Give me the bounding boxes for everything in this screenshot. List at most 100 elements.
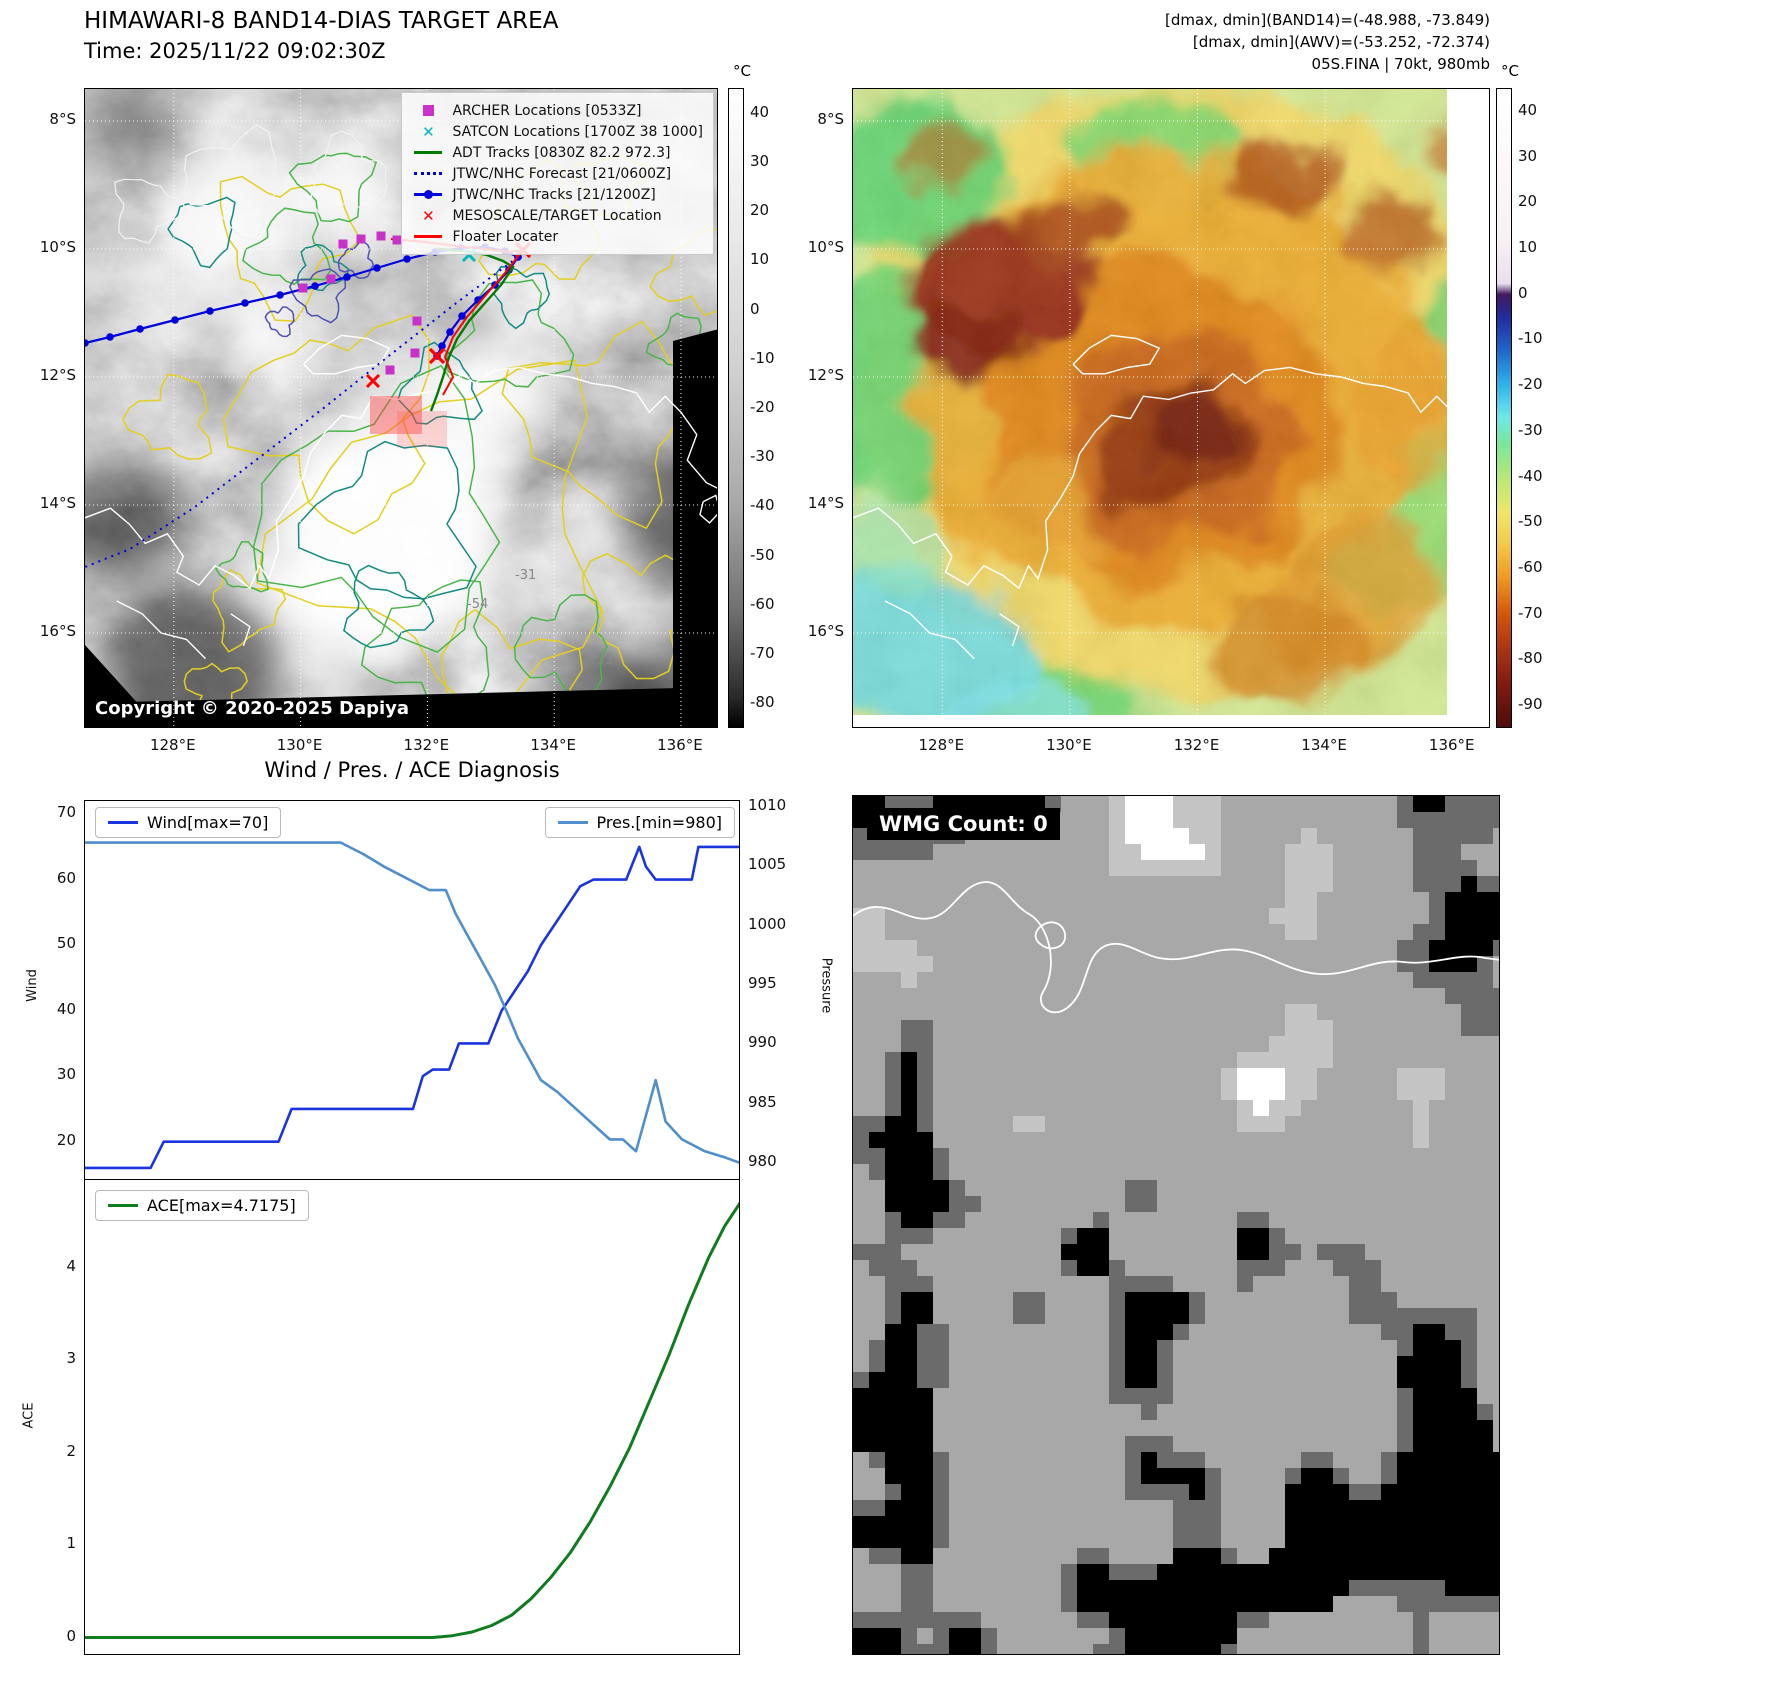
y-tick-label: 14°S (807, 494, 844, 512)
colorbar-tick-label: -10 (1518, 329, 1543, 348)
contours-navy (264, 241, 375, 338)
y-tick-label: 8°S (817, 110, 844, 128)
x-marker-icon: ✕ (422, 122, 435, 141)
pressure-tick-label: 995 (748, 974, 777, 993)
pressure-axis-label: Pressure (818, 957, 834, 1014)
ace-tick-label: 2 (66, 1441, 76, 1460)
ace-line (85, 1201, 739, 1639)
pressure-tick-label: 990 (748, 1033, 777, 1052)
legend-item: JTWC/NHC Forecast [21/0600Z] (412, 163, 703, 184)
legend-item: ADT Tracks [0830Z 82.2 972.3] (412, 142, 703, 163)
awv-satellite-image (853, 89, 1489, 727)
line-marker-icon (412, 235, 444, 238)
legend-label: ARCHER Locations [0533Z] (452, 102, 642, 119)
legend-label: ADT Tracks [0830Z 82.2 972.3] (452, 144, 671, 161)
y-tick-label: 12°S (39, 366, 76, 384)
ace-chart (84, 1179, 740, 1655)
coastline (85, 334, 717, 660)
archer-markers (298, 231, 422, 375)
legend-item: ✕ SATCON Locations [1700Z 38 1000] (412, 121, 703, 142)
legend-label: SATCON Locations [1700Z 38 1000] (452, 123, 703, 140)
colorbar-tick-label: 30 (1518, 146, 1538, 165)
ace-tick-label: 0 (66, 1626, 76, 1645)
wind-tick-label: 20 (56, 1130, 76, 1149)
x-tick-label: 130°E (276, 736, 323, 754)
swath-edge (673, 329, 717, 727)
pressure-tick-label: 1010 (748, 795, 787, 814)
wind-tick-label: 50 (56, 934, 76, 953)
tr-header-block: [dmax, dmin](BAND14)=(-48.988, -73.849) … (1165, 10, 1490, 75)
x-tick-label: 134°E (530, 736, 576, 754)
dotted-marker-icon (412, 172, 444, 175)
wind-legend-label: Wind[max=70] (147, 813, 269, 832)
pressure-legend: Pres.[min=980] (544, 807, 735, 838)
y-tick-label: 14°S (39, 494, 76, 512)
wind-tick-label: 40 (56, 999, 76, 1018)
contours-teal (167, 196, 550, 649)
tl-title-block: HIMAWARI-8 BAND14-DIAS TARGET AREA Time:… (84, 8, 558, 63)
legend-label: JTWC/NHC Forecast [21/0600Z] (452, 165, 672, 182)
coastline (853, 334, 1489, 660)
jtwc-forecast (85, 256, 519, 568)
colorbar-tick-label: -70 (1518, 603, 1543, 622)
pressure-tick-label: 985 (748, 1092, 777, 1111)
pressure-tick-label: 1005 (748, 855, 787, 874)
map-timestamp: Time: 2025/11/22 09:02:30Z (84, 39, 386, 63)
y-tick-label: 8°S (49, 110, 76, 128)
legend-label: Floater Locater (452, 228, 559, 245)
ace-legend: ACE[max=4.7175] (95, 1190, 309, 1221)
wind-tick-label: 70 (56, 803, 76, 822)
legend-item: ✕ MESOSCALE/TARGET Location (412, 205, 703, 226)
x-tick-label: 136°E (657, 736, 703, 754)
band14-target-area-map: ARCHER Locations [0533Z] ✕ SATCON Location… (84, 88, 718, 728)
awv-color-map (852, 88, 1490, 728)
legend-item: ARCHER Locations [0533Z] (412, 100, 703, 121)
dmax-dmin-band14-text: [dmax, dmin](BAND14)=(-48.988, -73.849) (1165, 11, 1490, 29)
y-tick-label: 16°S (807, 622, 844, 640)
contours-yellow (121, 154, 717, 727)
x-marker-icon: ✕ (422, 206, 435, 225)
legend-item: JTWC/NHC Tracks [21/1200Z] (412, 184, 703, 205)
contour-label: -54 (467, 597, 488, 612)
colorbar-tick-label: 10 (750, 250, 770, 269)
colorbar-tick-label: -20 (750, 398, 775, 416)
wind-tick-label: 60 (56, 868, 76, 887)
colorbar-tick-label: -30 (750, 447, 775, 466)
colorbar-tick-label: -70 (750, 644, 775, 663)
pressure-legend-label: Pres.[min=980] (596, 813, 722, 832)
legend-item: Floater Locater (412, 226, 703, 247)
map-legend: ARCHER Locations [0533Z] ✕ SATCON Location… (401, 92, 714, 255)
diagnosis-title: Wind / Pres. / ACE Diagnosis (264, 758, 560, 782)
x-tick-label: 132°E (403, 736, 450, 754)
storm-id-intensity-text: 05S.FINA | 70kt, 980mb (1311, 54, 1490, 73)
colorbar-tick-label: 40 (750, 102, 770, 121)
wind-pressure-chart (84, 800, 740, 1180)
colorbar-tick-label: 0 (1518, 283, 1528, 302)
y-tick-label: 10°S (807, 238, 844, 256)
colorbar-tick-label: 20 (750, 201, 770, 220)
colorbar-tick-label: -30 (1518, 420, 1543, 439)
target-area-box (370, 396, 422, 434)
y-tick-label: 12°S (807, 366, 844, 384)
colorbar-tick-label: 10 (1518, 238, 1538, 256)
colorbar-unit-label: °C (1501, 62, 1519, 80)
wind-line-glyph (108, 821, 138, 824)
x-tick-label: 136°E (1428, 736, 1475, 754)
pressure-tick-label: 980 (748, 1152, 777, 1171)
x-tick-label: 128°E (149, 736, 196, 754)
colorbar-tick-label: -80 (750, 693, 775, 712)
ace-tick-label: 4 (66, 1256, 76, 1275)
copyright-text: Copyright © 2020-2025 Dapiya (95, 698, 410, 719)
wind-line (85, 845, 739, 1170)
awv-colorbar (1496, 88, 1512, 728)
colorbar-unit-label: °C (733, 62, 751, 80)
adt-track (429, 247, 515, 412)
pressure-line-glyph (557, 821, 588, 824)
ace-legend-label: ACE[max=4.7175] (147, 1196, 296, 1215)
wind-legend: Wind[max=70] (95, 807, 282, 838)
y-tick-label: 16°S (39, 622, 76, 640)
colorbar-tick-label: 0 (750, 299, 760, 318)
wind-axis-label: Wind (24, 969, 40, 1002)
band14-colorbar (728, 88, 744, 728)
colorbar-tick-label: 20 (1518, 192, 1538, 211)
